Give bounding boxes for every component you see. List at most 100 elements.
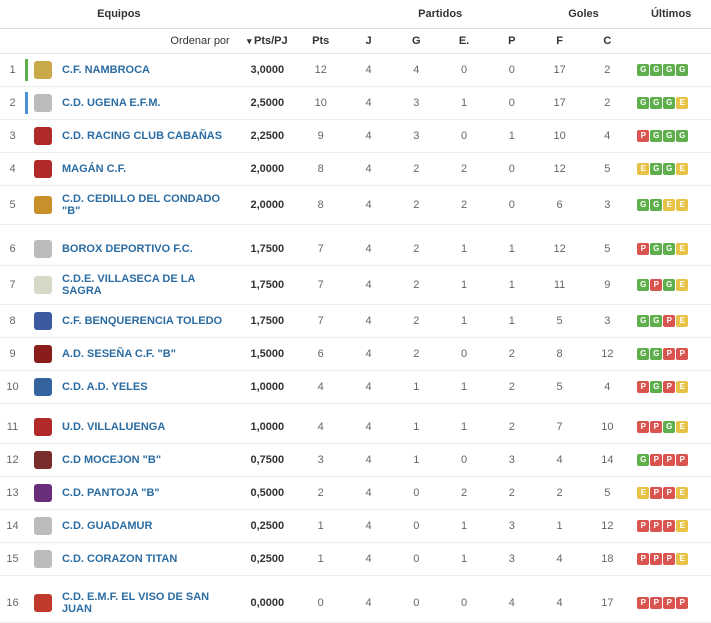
team-link[interactable]: C.D. CEDILLO DEL CONDADO "B" bbox=[62, 193, 220, 217]
ptspj-cell: 1,7500 bbox=[238, 233, 297, 266]
team-cell[interactable]: C.D. GUADAMUR bbox=[58, 510, 238, 543]
result-badge: P bbox=[650, 279, 662, 291]
c-cell: 12 bbox=[583, 510, 631, 543]
rank-cell: 15 bbox=[0, 543, 25, 576]
team-link[interactable]: C.D. CORAZON TITAN bbox=[62, 553, 177, 565]
table-row: 7C.D.E. VILLASECA DE LA SAGRA1,750074211… bbox=[0, 265, 711, 304]
sort-p[interactable]: P bbox=[488, 29, 536, 54]
f-cell: 12 bbox=[536, 153, 584, 186]
team-link[interactable]: C.F. BENQUERENCIA TOLEDO bbox=[62, 315, 222, 327]
result-badge: G bbox=[650, 199, 662, 211]
sort-ptspj[interactable]: Pts/PJ bbox=[238, 29, 297, 54]
j-cell: 4 bbox=[345, 337, 393, 370]
ptspj-cell: 1,7500 bbox=[238, 304, 297, 337]
team-link[interactable]: C.D. RACING CLUB CABAÑAS bbox=[62, 130, 222, 142]
team-cell[interactable]: C.D. E.M.F. EL VISO DE SAN JUAN bbox=[58, 584, 238, 623]
team-link[interactable]: BOROX DEPORTIVO F.C. bbox=[62, 243, 193, 255]
team-cell[interactable]: A.D. SESEÑA C.F. "B" bbox=[58, 337, 238, 370]
team-link[interactable]: MAGÁN C.F. bbox=[62, 163, 126, 175]
sort-pts[interactable]: Pts bbox=[297, 29, 345, 54]
team-link[interactable]: C.F. NAMBROCA bbox=[62, 64, 150, 76]
team-cell[interactable]: C.D. CORAZON TITAN bbox=[58, 543, 238, 576]
result-badge: G bbox=[676, 64, 688, 76]
result-badge: G bbox=[637, 64, 649, 76]
result-badge: P bbox=[637, 520, 649, 532]
g-cell: 2 bbox=[392, 233, 440, 266]
result-badge: E bbox=[676, 487, 688, 499]
team-cell[interactable]: C.D. PANTOJA "B" bbox=[58, 477, 238, 510]
crest-icon bbox=[34, 484, 52, 502]
p-cell: 2 bbox=[488, 370, 536, 403]
j-cell: 4 bbox=[345, 477, 393, 510]
team-link[interactable]: C.D. PANTOJA "B" bbox=[62, 487, 160, 499]
c-cell: 5 bbox=[583, 233, 631, 266]
crest-cell bbox=[28, 543, 58, 576]
crest-cell bbox=[28, 411, 58, 444]
sort-label: Ordenar por bbox=[0, 29, 238, 54]
result-badge: G bbox=[650, 243, 662, 255]
team-link[interactable]: C.D MOCEJON "B" bbox=[62, 454, 161, 466]
sort-e[interactable]: E. bbox=[440, 29, 488, 54]
crest-cell bbox=[28, 370, 58, 403]
g-cell: 3 bbox=[392, 120, 440, 153]
ptspj-cell: 1,7500 bbox=[238, 265, 297, 304]
result-badge: G bbox=[650, 315, 662, 327]
crest-icon bbox=[34, 550, 52, 568]
g-cell: 4 bbox=[392, 54, 440, 87]
team-cell[interactable]: C.D. A.D. YELES bbox=[58, 370, 238, 403]
hdr-ultimos: Últimos bbox=[631, 0, 711, 29]
f-cell: 12 bbox=[536, 233, 584, 266]
f-cell: 17 bbox=[536, 54, 584, 87]
team-link[interactable]: C.D. A.D. YELES bbox=[62, 381, 148, 393]
j-cell: 4 bbox=[345, 370, 393, 403]
sort-f[interactable]: F bbox=[536, 29, 584, 54]
p-cell: 0 bbox=[488, 153, 536, 186]
last-cell: GGPP bbox=[631, 337, 711, 370]
sort-g[interactable]: G bbox=[392, 29, 440, 54]
rank-cell: 3 bbox=[0, 120, 25, 153]
ptspj-cell: 0,2500 bbox=[238, 510, 297, 543]
hdr-goles: Goles bbox=[536, 0, 632, 29]
team-cell[interactable]: C.D.E. VILLASECA DE LA SAGRA bbox=[58, 265, 238, 304]
table-row: 8C.F. BENQUERENCIA TOLEDO1,75007421153GG… bbox=[0, 304, 711, 337]
team-cell[interactable]: C.D. RACING CLUB CABAÑAS bbox=[58, 120, 238, 153]
crest-cell bbox=[28, 304, 58, 337]
rank-cell: 5 bbox=[0, 186, 25, 225]
rank-cell: 13 bbox=[0, 477, 25, 510]
crest-cell bbox=[28, 120, 58, 153]
crest-icon bbox=[34, 160, 52, 178]
sort-j[interactable]: J bbox=[345, 29, 393, 54]
c-cell: 12 bbox=[583, 337, 631, 370]
table-row: 1C.F. NAMBROCA3,0000124400172GGGG bbox=[0, 54, 711, 87]
team-link[interactable]: U.D. VILLALUENGA bbox=[62, 421, 165, 433]
team-cell[interactable]: U.D. VILLALUENGA bbox=[58, 411, 238, 444]
team-cell[interactable]: BOROX DEPORTIVO F.C. bbox=[58, 233, 238, 266]
team-cell[interactable]: C.D. UGENA E.F.M. bbox=[58, 87, 238, 120]
result-badge: P bbox=[676, 348, 688, 360]
team-cell[interactable]: C.F. NAMBROCA bbox=[58, 54, 238, 87]
rank-cell: 6 bbox=[0, 233, 25, 266]
g-cell: 2 bbox=[392, 153, 440, 186]
team-link[interactable]: C.D. GUADAMUR bbox=[62, 520, 152, 532]
team-cell[interactable]: MAGÁN C.F. bbox=[58, 153, 238, 186]
team-cell[interactable]: C.D. CEDILLO DEL CONDADO "B" bbox=[58, 186, 238, 225]
team-link[interactable]: C.D.E. VILLASECA DE LA SAGRA bbox=[62, 273, 195, 297]
g-cell: 2 bbox=[392, 186, 440, 225]
e-cell: 1 bbox=[440, 543, 488, 576]
result-badge: G bbox=[676, 130, 688, 142]
team-link[interactable]: C.D. E.M.F. EL VISO DE SAN JUAN bbox=[62, 591, 209, 615]
team-cell[interactable]: C.D MOCEJON "B" bbox=[58, 444, 238, 477]
team-link[interactable]: A.D. SESEÑA C.F. "B" bbox=[62, 348, 176, 360]
p-cell: 1 bbox=[488, 233, 536, 266]
team-cell[interactable]: C.F. BENQUERENCIA TOLEDO bbox=[58, 304, 238, 337]
result-badge: P bbox=[663, 454, 675, 466]
team-link[interactable]: C.D. UGENA E.F.M. bbox=[62, 97, 161, 109]
pts-cell: 6 bbox=[297, 337, 345, 370]
result-badge: G bbox=[650, 130, 662, 142]
rank-cell: 11 bbox=[0, 411, 25, 444]
j-cell: 4 bbox=[345, 411, 393, 444]
ptspj-cell: 0,0000 bbox=[238, 584, 297, 623]
ptspj-cell: 2,0000 bbox=[238, 186, 297, 225]
j-cell: 4 bbox=[345, 120, 393, 153]
sort-c[interactable]: C bbox=[583, 29, 631, 54]
